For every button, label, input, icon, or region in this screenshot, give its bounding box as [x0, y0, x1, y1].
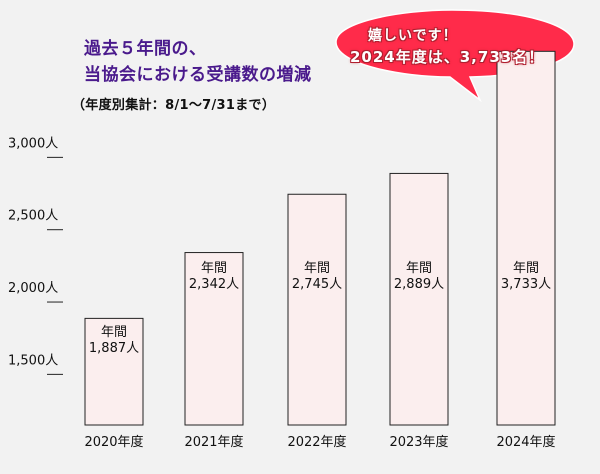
bar-label-prefix: 年間	[304, 261, 330, 276]
bar-2024年度	[496, 50, 556, 426]
x-category-label: 2022年度	[287, 434, 346, 450]
bar-label-prefix: 年間	[513, 261, 539, 276]
callout-line1: 嬉しいです！	[368, 28, 458, 44]
y-tick-label: 1,500人	[8, 353, 58, 368]
x-category-label: 2024年度	[496, 434, 555, 450]
bar-label-prefix: 年間	[406, 261, 432, 276]
bar-label-prefix: 年間	[101, 325, 127, 340]
bar-value-label: 2,745人	[292, 277, 342, 292]
callout-line2: 2024年度は、3,733名！	[350, 48, 545, 66]
bar-2020年度	[84, 317, 144, 426]
y-tick-label: 3,000人	[8, 136, 58, 151]
y-tick-label: 2,000人	[8, 281, 58, 296]
bar-2023年度	[389, 172, 449, 426]
bar-value-label: 2,342人	[189, 277, 239, 292]
x-category-label: 2020年度	[84, 434, 143, 450]
bar-2021年度	[184, 252, 244, 426]
x-category-label: 2023年度	[389, 434, 448, 450]
y-tick-label: 2,500人	[8, 209, 58, 224]
bar-value-label: 3,733人	[501, 277, 551, 292]
bar-label-prefix: 年間	[201, 261, 227, 276]
bar-value-label: 1,887人	[89, 341, 139, 356]
chart-title-line1: 過去５年間の、	[84, 39, 207, 59]
chart-subtitle: （年度別集計：8/1〜7/31まで）	[72, 98, 276, 113]
bar-value-label: 2,889人	[394, 277, 444, 292]
bar-2022年度	[287, 193, 347, 426]
x-category-label: 2021年度	[184, 434, 243, 450]
chart-title-line2: 当協会における受講数の増減	[84, 65, 312, 85]
callout-bubble	[335, 9, 575, 103]
